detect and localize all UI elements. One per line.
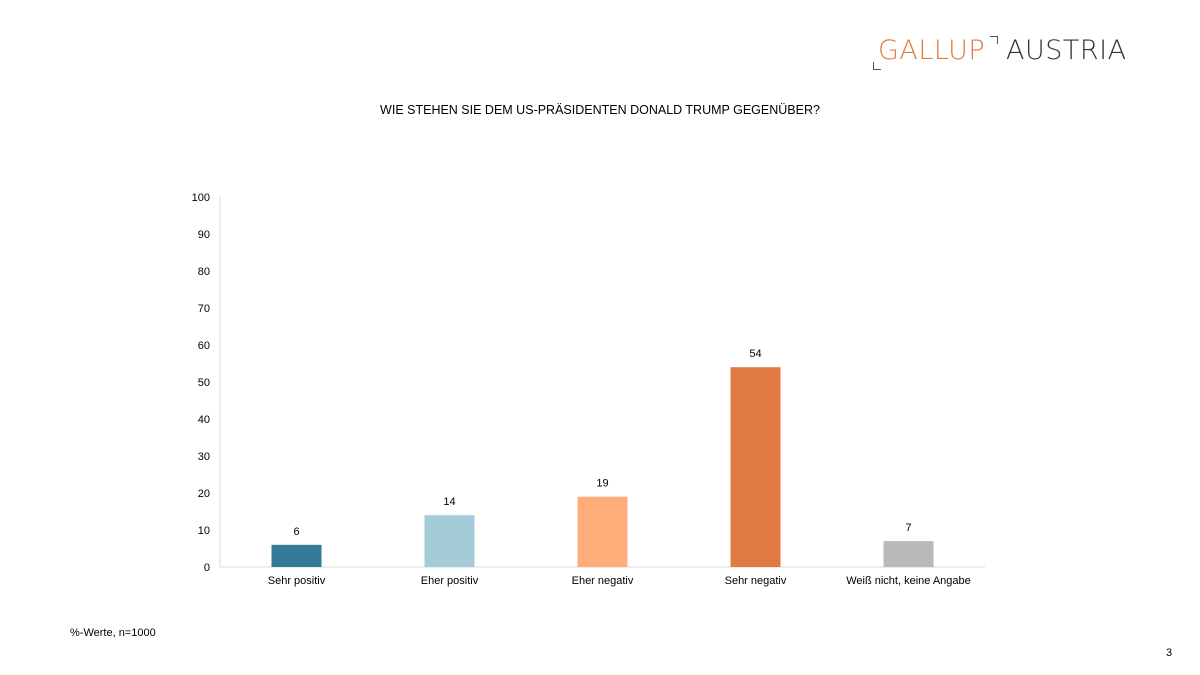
y-tick-label: 80 [198,266,210,278]
data-label: 19 [596,478,608,490]
bar [424,515,475,567]
y-tick-label: 40 [198,414,210,426]
y-tick-label: 0 [204,562,210,574]
y-tick-label: 70 [198,303,210,315]
y-tick-label: 20 [198,488,210,500]
logo-gallup-text: GALLUP [878,35,986,66]
y-tick-label: 100 [192,192,210,204]
x-tick-label: Eher negativ [572,575,634,587]
data-label: 14 [443,496,455,508]
gallup-austria-logo: GALLUP AUSTRIA [872,34,1132,74]
y-tick-label: 60 [198,340,210,352]
data-label: 6 [293,526,299,538]
y-tick-label: 10 [198,525,210,537]
page-number: 3 [1166,647,1173,659]
bar [730,367,781,567]
chart-title: WIE STEHEN SIE DEM US-PRÄSIDENTEN DONALD… [380,103,820,117]
footnote: %-Werte, n=1000 [70,627,156,639]
y-tick-label: 90 [198,229,210,241]
data-label: 54 [749,348,761,360]
y-tick-label: 50 [198,377,210,389]
logo-bracket-icon [990,36,998,44]
x-tick-label: Eher positiv [421,575,479,587]
logo-austria-text: AUSTRIA [1006,35,1127,66]
logo-bracket-icon [873,62,881,70]
x-tick-label: Weiß nicht, keine Angabe [846,575,971,587]
bar [577,496,628,567]
data-label: 7 [905,522,911,534]
bar [271,544,322,567]
x-tick-label: Sehr positiv [268,575,326,587]
bar [883,541,934,567]
y-tick-label: 30 [198,451,210,463]
x-tick-label: Sehr negativ [725,575,787,587]
